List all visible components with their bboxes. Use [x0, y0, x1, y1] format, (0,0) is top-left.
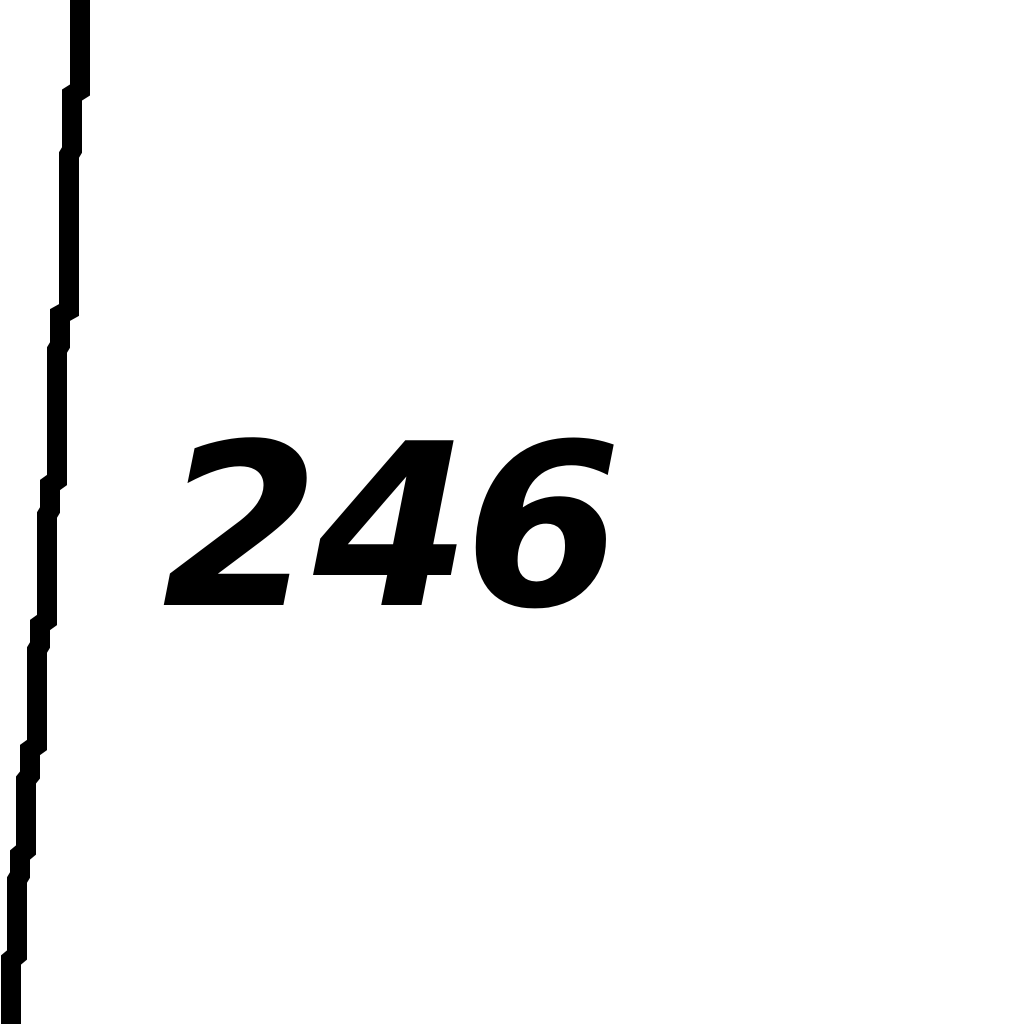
- contour-line: [1, 0, 90, 1024]
- contour-elevation-label: 246: [162, 396, 616, 659]
